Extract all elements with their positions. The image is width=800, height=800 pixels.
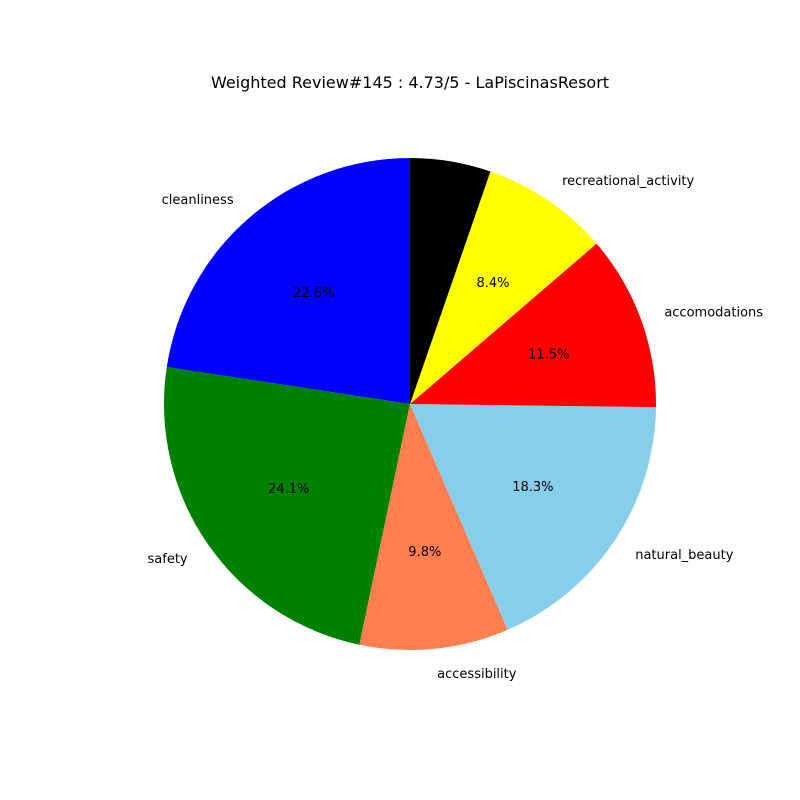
- pie-slice-safety: [164, 367, 410, 645]
- pie-slice-accomodations: [410, 243, 656, 408]
- slice-label-natural-beauty: natural_beauty: [635, 548, 734, 563]
- chart-title: Weighted Review#145 : 4.73/5 - LaPiscina…: [211, 73, 609, 92]
- pie-slice-natural-beauty: [410, 404, 656, 630]
- pie-slice-cleanliness: [166, 158, 410, 404]
- pie-slice-accessibility: [359, 404, 508, 650]
- slice-percent-safety: 24.1%: [268, 482, 309, 497]
- slice-percent-accessibility: 9.8%: [408, 545, 441, 560]
- pie-slice-other: [410, 158, 491, 404]
- slice-percent-natural-beauty: 18.3%: [512, 480, 553, 495]
- slice-label-accomodations: accomodations: [664, 306, 763, 321]
- slice-percent-accomodations: 11.5%: [528, 348, 569, 363]
- pie-slice-recreational-activity: [410, 171, 597, 404]
- pie-labels: cleanliness 22.6% safety 24.1% accessibility…: [148, 174, 764, 682]
- slice-percent-recreational-activity: 8.4%: [476, 276, 509, 291]
- pie-slices: [164, 158, 656, 650]
- slice-label-safety: safety: [148, 552, 188, 567]
- slice-percent-cleanliness: 22.6%: [293, 286, 334, 301]
- slice-label-cleanliness: cleanliness: [162, 193, 234, 208]
- slice-label-accessibility: accessibility: [437, 667, 517, 682]
- slice-label-recreational-activity: recreational_activity: [562, 174, 694, 189]
